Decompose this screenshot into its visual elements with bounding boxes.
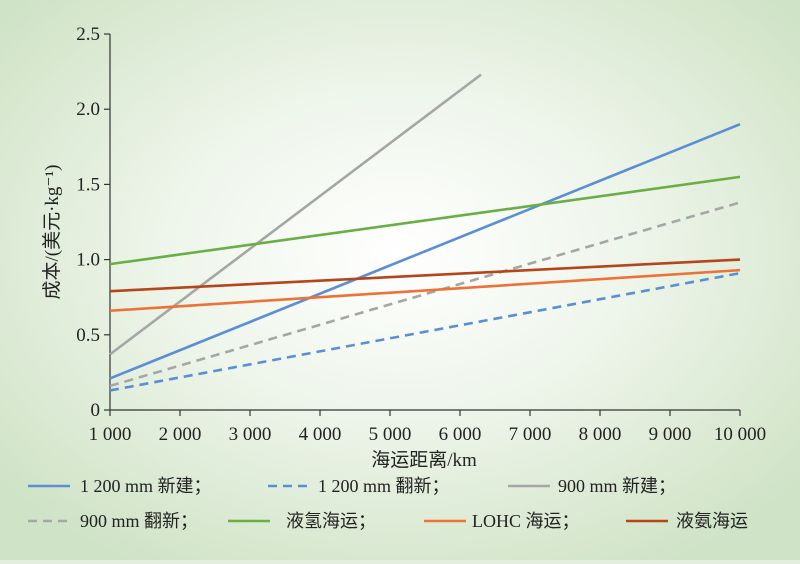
x-tick-label: 5 000 <box>369 424 412 445</box>
legend-label: 1 200 mm 新建； <box>80 476 212 496</box>
x-axis-title: 海运距离/km <box>371 449 477 471</box>
series-lines <box>109 73 741 392</box>
x-tick-label: 7 000 <box>509 424 552 445</box>
legend-item: 液氨海运 <box>626 511 748 531</box>
x-tick-label: 8 000 <box>579 424 622 445</box>
legend-item: LOHC 海运； <box>424 511 580 531</box>
x-tick-label: 6 000 <box>439 424 482 445</box>
y-axis-title: 成本/(美元·kg⁻¹) <box>41 165 63 300</box>
y-tick-label: 2.0 <box>76 99 100 120</box>
legend: 1 200 mm 新建； 1 200 mm 翻新； 900 mm 新建； 900 mm… <box>28 476 748 531</box>
x-tick-label: 9 000 <box>649 424 692 445</box>
y-tick-label: 1.5 <box>76 174 100 195</box>
legend-item: 900 mm 新建； <box>508 476 676 496</box>
legend-label: 液氨海运 <box>676 511 748 531</box>
legend-label: 900 mm 新建； <box>558 476 676 496</box>
series-line-4 <box>109 201 741 388</box>
series-line-5 <box>109 175 741 266</box>
x-tick-label: 3 000 <box>229 424 272 445</box>
legend-item: 1 200 mm 翻新； <box>268 476 450 496</box>
series-line-7 <box>109 258 741 293</box>
y-tick-label: 0 <box>91 400 101 421</box>
legend-item: 1 200 mm 新建； <box>28 476 212 496</box>
x-tick-label: 1 000 <box>89 424 132 445</box>
x-tick-label: 4 000 <box>299 424 342 445</box>
y-tick-label: 2.5 <box>76 24 100 45</box>
axes: 0 0.5 1.0 1.5 2.0 2.5 1 000 2 000 3 000 4 000 5 00… <box>76 24 766 445</box>
series-line-1 <box>109 123 741 380</box>
legend-label: 1 200 mm 翻新； <box>318 476 450 496</box>
y-tick-label: 0.5 <box>76 325 100 346</box>
legend-label: 液氢海运； <box>286 511 376 531</box>
x-tick-label: 2 000 <box>159 424 202 445</box>
legend-item: 900 mm 翻新； <box>28 511 198 531</box>
y-tick-label: 1.0 <box>76 250 100 271</box>
legend-label: LOHC 海运； <box>472 511 580 531</box>
legend-label: 900 mm 翻新； <box>80 511 198 531</box>
x-tick-label: 10 000 <box>714 424 766 445</box>
series-line-2 <box>109 271 741 392</box>
series-line-6 <box>109 268 741 313</box>
legend-item: 液氢海运； <box>228 511 376 531</box>
